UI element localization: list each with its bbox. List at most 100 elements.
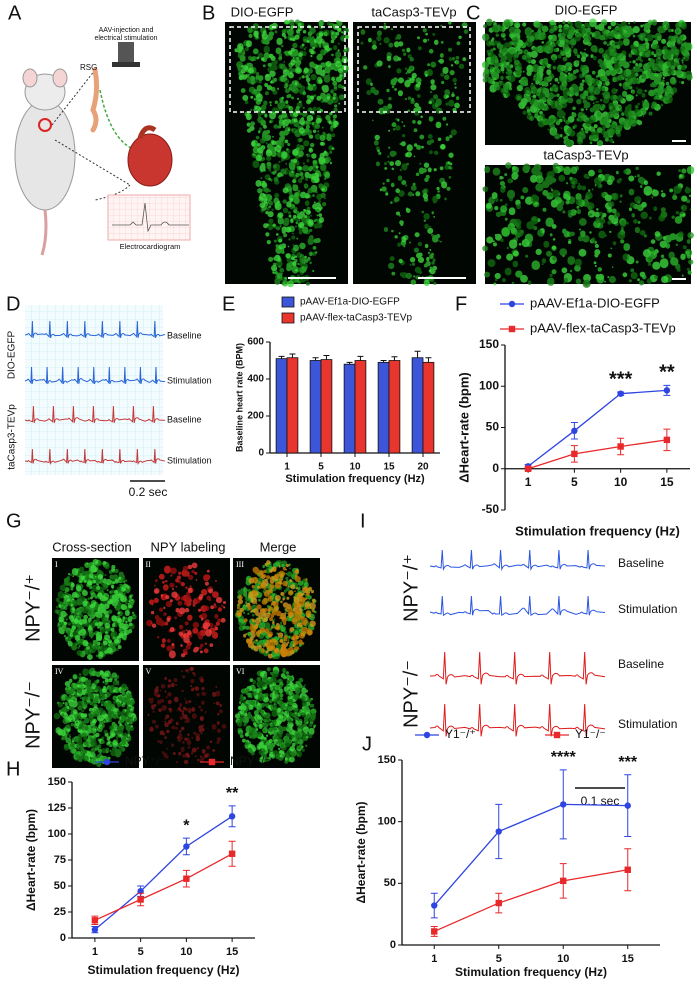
selection-box bbox=[357, 26, 471, 113]
trace-label: Stimulation bbox=[167, 375, 212, 385]
cells bbox=[58, 558, 133, 660]
row-label: NPY⁻/⁻ bbox=[22, 681, 44, 749]
ecg-trace bbox=[429, 595, 606, 617]
data-point bbox=[137, 896, 144, 903]
cells bbox=[234, 666, 316, 763]
panel-label: B bbox=[202, 2, 215, 24]
column-title: Cross-section bbox=[52, 539, 131, 554]
data-point bbox=[663, 387, 671, 394]
trace-label: Stimulation bbox=[618, 602, 677, 616]
x-tick-label: 1 bbox=[431, 953, 437, 965]
bar bbox=[309, 360, 322, 454]
cells bbox=[238, 19, 349, 287]
data-point bbox=[508, 300, 516, 308]
y-axis-label: ΔHeart-rate (bpm) bbox=[354, 802, 368, 904]
x-tick-label: 5 bbox=[318, 462, 324, 473]
panel-label: E bbox=[222, 293, 235, 315]
error-bar bbox=[312, 357, 319, 361]
ecg-trace bbox=[429, 549, 606, 572]
panel-label: C bbox=[466, 2, 480, 24]
y-tick-label: 150 bbox=[378, 754, 396, 766]
bar bbox=[286, 357, 299, 454]
image-title: taCasp3-TEVp bbox=[371, 4, 456, 19]
data-point bbox=[524, 465, 532, 472]
cells bbox=[483, 20, 693, 148]
error-bar bbox=[414, 350, 421, 358]
ecg-trace bbox=[24, 405, 166, 423]
significance: ** bbox=[226, 785, 239, 802]
data-point bbox=[553, 731, 561, 739]
bar bbox=[354, 360, 367, 454]
bar bbox=[320, 359, 333, 454]
bar bbox=[343, 363, 356, 454]
cells bbox=[146, 565, 224, 654]
y-tick-label: 50 bbox=[54, 880, 66, 892]
x-tick-label: 10 bbox=[614, 475, 628, 489]
data-point bbox=[617, 443, 624, 450]
data-point bbox=[91, 917, 99, 924]
panel-label: G bbox=[6, 510, 22, 532]
error-bar bbox=[346, 361, 353, 365]
data-point bbox=[91, 926, 99, 933]
cells bbox=[147, 666, 222, 765]
panel-label: D bbox=[6, 293, 20, 315]
x-tick-label: 20 bbox=[417, 462, 429, 473]
x-tick-label: 10 bbox=[180, 946, 192, 958]
error-bar bbox=[289, 353, 296, 358]
subpanel-label: II bbox=[146, 560, 152, 569]
cells bbox=[54, 560, 135, 657]
column-title: Merge bbox=[260, 539, 297, 554]
ecg-trace bbox=[24, 366, 166, 385]
ecg-trace bbox=[429, 651, 606, 685]
subpanel-label: I bbox=[55, 560, 58, 569]
panel-label: F bbox=[455, 293, 467, 315]
image-title: DIO-EGFP bbox=[555, 2, 618, 17]
data-point bbox=[624, 866, 631, 873]
column-title: NPY labeling bbox=[151, 539, 226, 554]
selection-box bbox=[229, 26, 346, 113]
x-axis-label: Stimulation frequency (Hz) bbox=[455, 965, 607, 979]
legend-label: Y1⁻/⁺ bbox=[445, 727, 476, 741]
x-axis-label: Stimulation frequency (Hz) bbox=[515, 523, 680, 538]
cells bbox=[236, 669, 317, 763]
y-tick-label: 75 bbox=[54, 854, 66, 866]
data-point bbox=[183, 875, 190, 882]
data-point bbox=[423, 731, 431, 739]
image-title: DIO-EGFP bbox=[231, 4, 294, 19]
y-tick-label: 25 bbox=[54, 906, 66, 918]
x-tick-label: 15 bbox=[622, 953, 634, 965]
cells bbox=[237, 560, 316, 659]
row-label: NPY⁻/⁺ bbox=[400, 554, 422, 622]
data-point bbox=[663, 436, 671, 444]
data-point bbox=[228, 850, 236, 857]
annotation: electrical stimulation bbox=[94, 35, 157, 42]
cells bbox=[499, 165, 695, 284]
trace-label: Baseline bbox=[618, 556, 664, 570]
error-bar bbox=[380, 360, 387, 363]
error-bar bbox=[357, 355, 364, 361]
data-point bbox=[508, 325, 516, 333]
scale-label: 0.1 sec bbox=[581, 794, 620, 808]
legend-label: Y1⁻/⁻ bbox=[575, 727, 606, 741]
trace-label: Baseline bbox=[618, 657, 664, 671]
bar bbox=[275, 358, 288, 454]
data-point bbox=[617, 390, 624, 397]
trace-label: Stimulation bbox=[167, 455, 212, 465]
y-tick-label: 0 bbox=[492, 461, 499, 475]
cells bbox=[148, 666, 227, 764]
data-point bbox=[208, 758, 216, 766]
data-point bbox=[431, 902, 438, 909]
x-tick-label: 15 bbox=[226, 946, 238, 958]
legend-label: pAAV-flex-taCasp3-TEVp bbox=[530, 320, 676, 335]
micrograph bbox=[353, 22, 476, 284]
significance: ** bbox=[659, 362, 675, 384]
series-line bbox=[94, 815, 233, 931]
error-bar bbox=[278, 355, 285, 359]
x-tick-label: 10 bbox=[349, 462, 361, 473]
y-tick-label: 0 bbox=[258, 448, 264, 459]
legend-label: pAAV-flex-taCasp3-TEVp bbox=[300, 313, 413, 324]
data-point bbox=[571, 450, 578, 458]
data-point bbox=[560, 877, 567, 885]
data-point bbox=[495, 828, 502, 835]
significance: * bbox=[183, 817, 190, 834]
